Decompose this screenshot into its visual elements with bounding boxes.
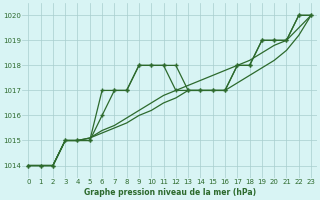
X-axis label: Graphe pression niveau de la mer (hPa): Graphe pression niveau de la mer (hPa) <box>84 188 256 197</box>
